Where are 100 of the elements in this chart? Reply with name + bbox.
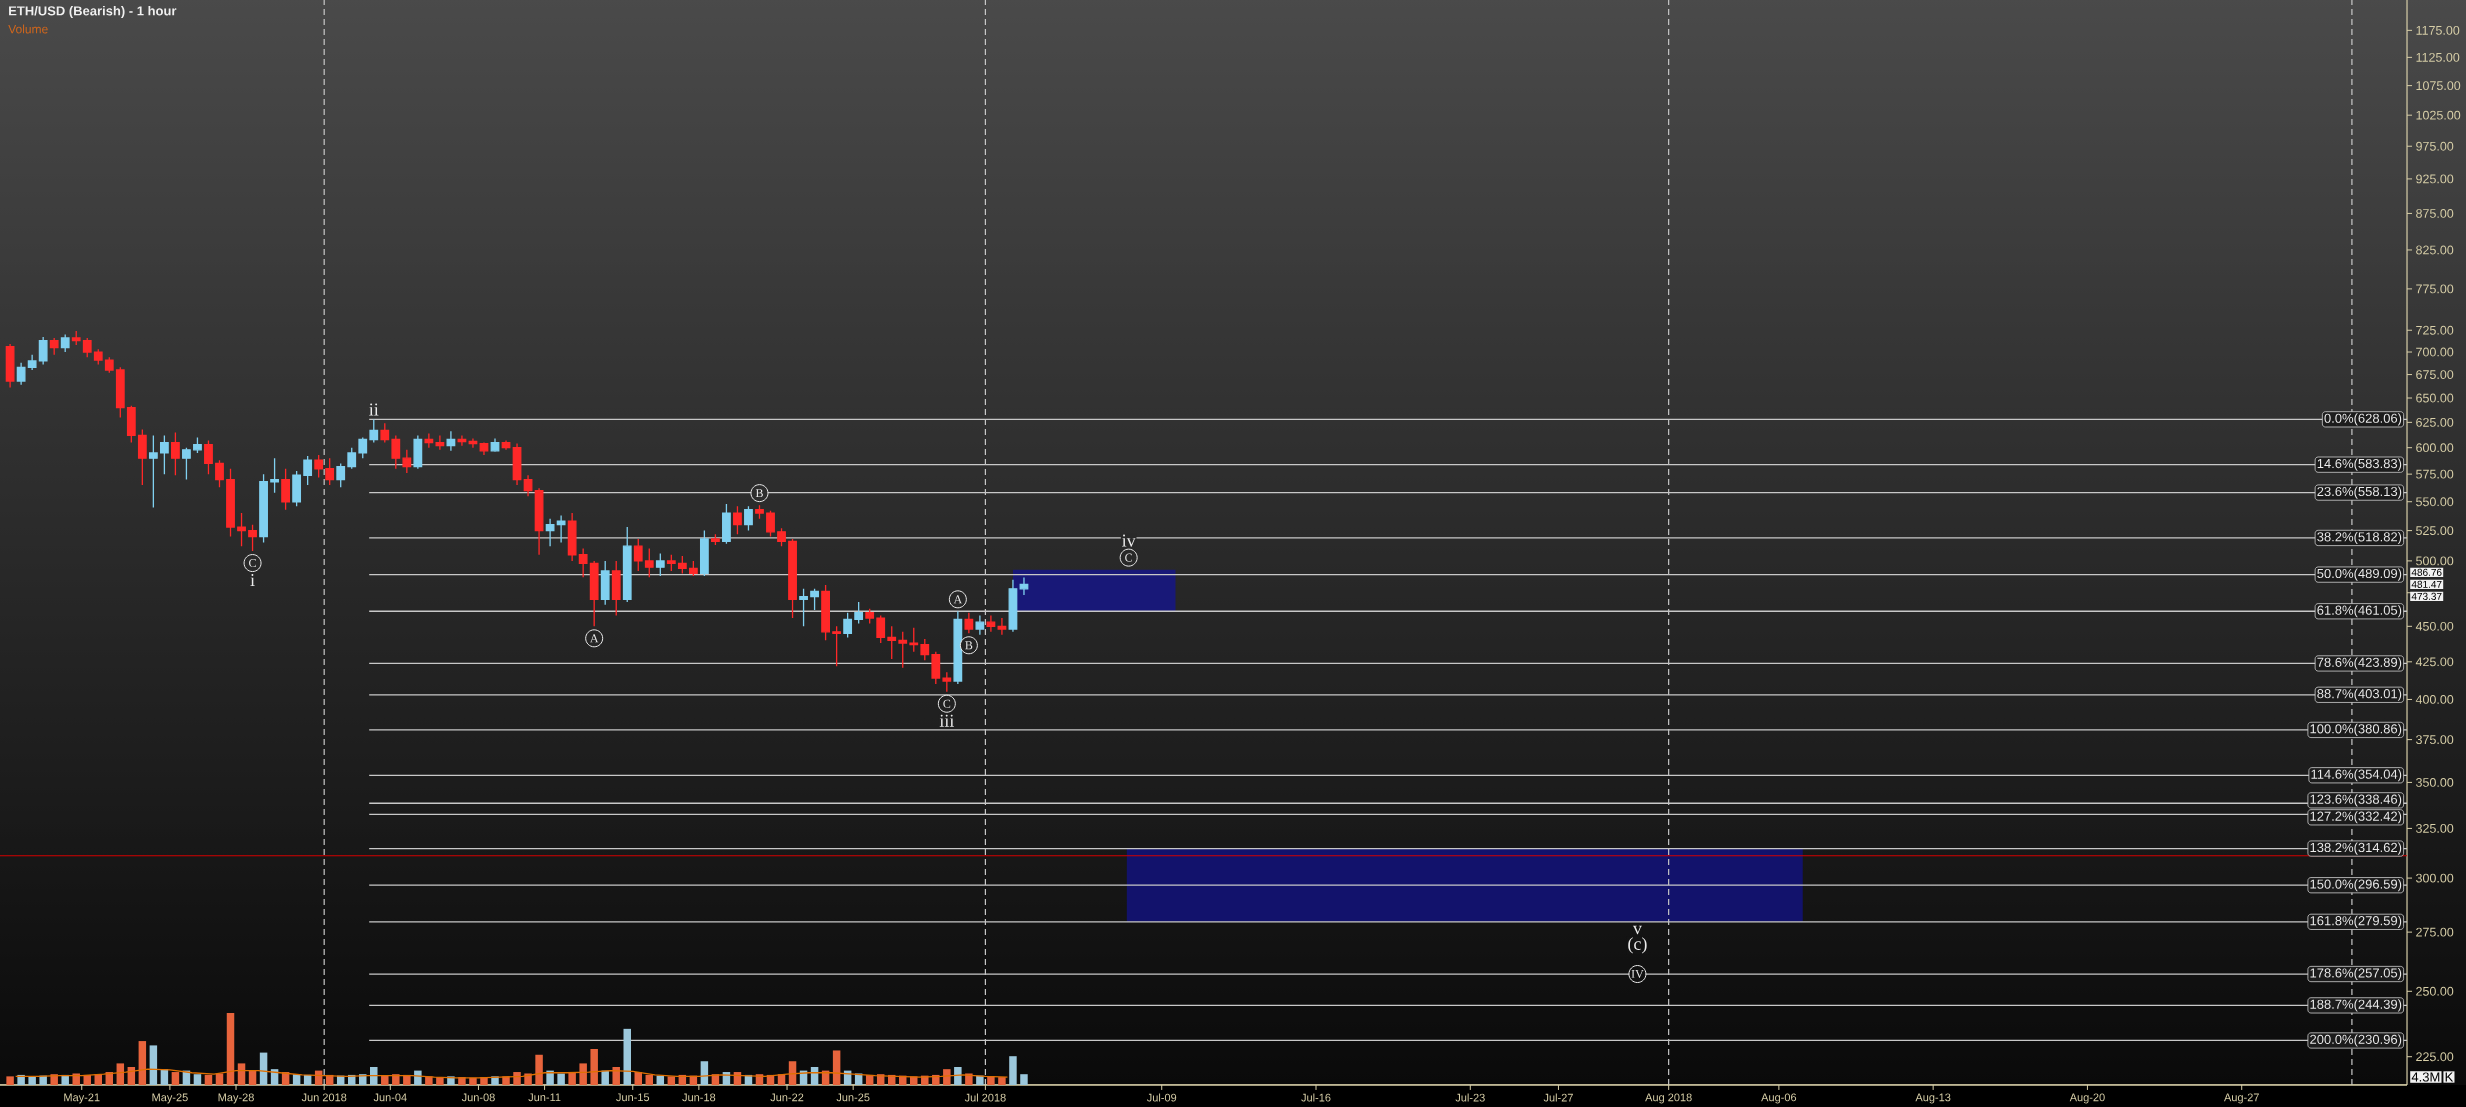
annotation: C [1125,553,1132,562]
candlestick [424,432,434,449]
candlestick [622,526,632,603]
y-tick-label: 1125.00 [2416,52,2460,62]
candlestick [391,434,401,470]
bar [39,1075,47,1085]
y-tick-label: 1175.00 [2416,25,2460,35]
y-tick-label: 525.00 [2416,526,2454,536]
bar [149,1045,158,1085]
x-tick-label: Jul-16 [1301,1093,1331,1102]
text: 486.76 [2411,568,2442,576]
y-tick-label: 375.00 [2416,735,2454,745]
candlestick [975,614,985,636]
annotation: IV [1631,970,1644,979]
legend-label: 200.0%(230.96) [2310,1034,2402,1047]
legend-label: 123.6%(338.46) [2310,794,2402,807]
candlestick [435,434,445,451]
y-tick-label: 275.00 [2416,927,2454,937]
candlestick [347,447,357,470]
x-tick-label: Aug-13 [1915,1093,1951,1104]
candlestick [5,343,15,389]
legend-label: 100.0%(380.86) [2310,723,2402,736]
candlestick [699,529,709,577]
y-tick-label: 925.00 [2416,174,2454,184]
candlestick [27,354,37,371]
bar [392,1074,400,1085]
candlestick [126,405,136,444]
candlestick [369,418,379,444]
candlestick [292,470,302,507]
candlestick [942,671,952,693]
candlestick [182,447,191,481]
annotation: ii [369,403,379,416]
y-tick-label: 675.00 [2416,370,2454,380]
candlestick [677,555,687,575]
bar [469,1077,477,1085]
legend-label: 188.7%(244.39) [2310,999,2402,1012]
bar [954,1067,962,1085]
bar [193,1074,202,1085]
candlestick [248,524,257,552]
bar [1009,1056,1017,1085]
x-tick-label: Jul-27 [1543,1093,1573,1102]
candlestick [468,437,478,449]
x-tick-label: May-28 [218,1093,254,1104]
bar [557,1073,565,1085]
bar [579,1063,587,1085]
bar [998,1077,1006,1085]
candlestick [777,527,786,547]
candlestick [16,362,26,386]
candlestick [534,487,544,556]
bar [370,1067,378,1085]
text: 473.37 [2411,592,2442,600]
bar [6,1076,14,1085]
candlestick [909,627,919,653]
candlestick [446,430,456,452]
candlestick [259,473,268,544]
bar [932,1074,940,1085]
candlestick [490,437,500,453]
bar [83,1074,91,1085]
y-tick-label: 600.00 [2416,443,2454,453]
legend-label: 150.0%(296.59) [2310,879,2402,892]
candlestick [655,552,665,577]
y-tick-label: 450.00 [2415,621,2454,631]
candlestick [457,434,467,447]
annotation: iii [939,714,954,727]
y-tick-label: 975.00 [2416,141,2454,151]
candlestick [931,651,941,685]
bar [535,1054,543,1085]
candlestick [733,505,742,535]
legend-label: 14.6%(583.83) [2317,458,2402,471]
bar [832,1050,841,1085]
candlestick [567,512,577,562]
candlestick [93,348,103,366]
candlestick [666,554,676,572]
x-tick-label: Jul-23 [1455,1093,1485,1102]
x-tick-label: Jun-22 [770,1093,804,1102]
candlestick [688,560,698,577]
candlestick [854,601,864,625]
y-tick-label: 225.00 [2416,1052,2454,1062]
candlestick [523,474,533,497]
candlestick [82,337,92,358]
legend-label: 78.6%(423.89) [2317,657,2402,670]
candlestick [413,434,423,470]
candlestick [821,584,830,641]
candlestick [71,330,81,346]
candlestick [325,457,335,486]
y-tick-label: 425.00 [2415,657,2454,667]
legend-label: 61.8%(461.05) [2317,605,2402,618]
candlestick [204,439,213,475]
candlestick [876,614,886,644]
bar [204,1074,213,1085]
candlestick [303,455,313,486]
y-tick-label: 875.00 [2416,209,2454,218]
y-tick-label: 650.00 [2416,393,2454,403]
x-tick-label: Jun-11 [528,1093,561,1102]
candlestick [336,462,346,488]
candlestick [810,588,819,611]
y-tick-label: 500.00 [2416,556,2454,566]
annotation: C [249,559,256,568]
bar [215,1073,224,1085]
candlestick [600,560,610,606]
